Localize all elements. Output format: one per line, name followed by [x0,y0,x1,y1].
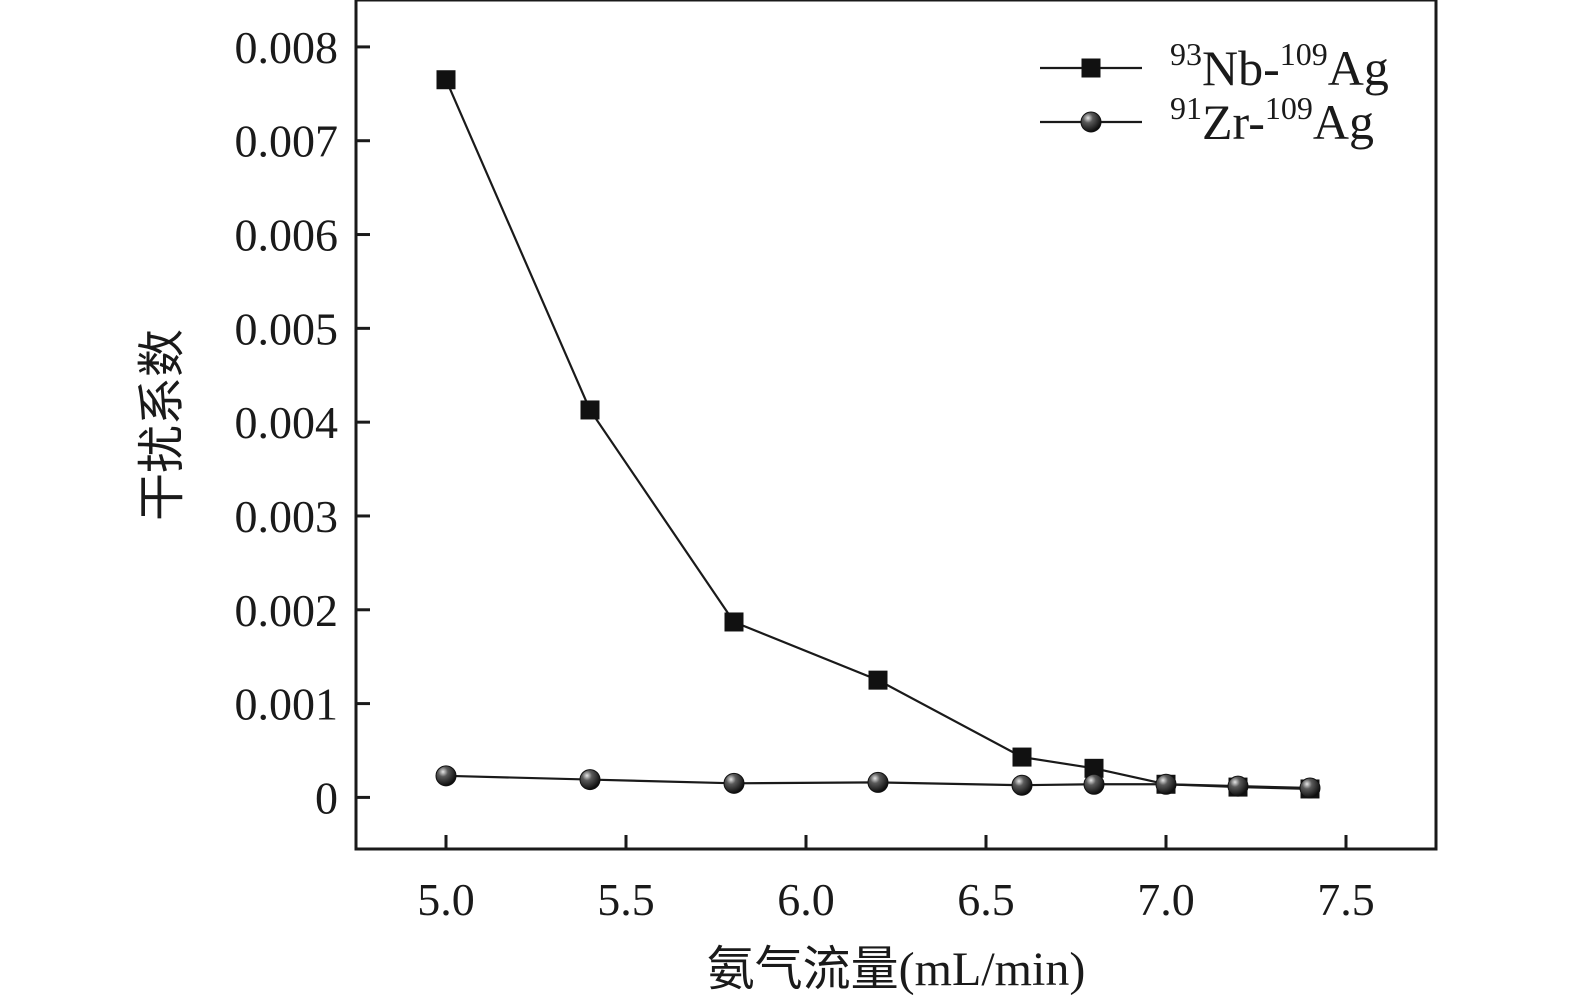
data-point [1299,777,1321,799]
data-point [1083,773,1105,795]
x-tick-label: 6.0 [777,874,835,925]
y-axis-title: 干扰系数 [136,329,189,521]
y-tick-label: 0.006 [235,210,339,261]
series-layer [435,70,1321,799]
y-tick-label: 0.002 [235,585,339,636]
data-point [723,772,745,794]
y-tick-label: 0.001 [235,679,339,730]
x-tick-label: 5.5 [597,874,655,925]
y-tick-label: 0.005 [235,303,339,354]
data-point [868,670,888,690]
legend-superscript: 109 [1265,90,1313,126]
x-tick-label: 6.5 [957,874,1015,925]
data-point [1011,774,1033,796]
legend-text-part: Zr- [1202,94,1265,150]
legend-entry: 93Nb-109Ag [1040,36,1389,96]
legend-superscript: 109 [1280,36,1328,72]
data-point [1084,758,1104,778]
legend-marker [1081,58,1101,78]
legend-text-part: Nb- [1202,40,1280,96]
y-tick-label: 0.008 [235,22,339,73]
data-point [1012,747,1032,767]
data-point [435,765,457,787]
legend-label: 91Zr-109Ag [1170,90,1374,150]
legend-superscript: 91 [1170,90,1202,126]
legend-text-part: Ag [1313,94,1374,150]
data-point [1227,775,1249,797]
series-0 [436,70,1320,799]
data-point [579,769,601,791]
x-tick-label: 7.0 [1137,874,1195,925]
legend-entry: 91Zr-109Ag [1040,90,1374,150]
data-point [867,771,889,793]
series-1 [435,765,1321,799]
y-tick-label: 0.007 [235,116,339,167]
plot-frame [354,0,1438,851]
x-tick-label: 7.5 [1317,874,1375,925]
legend-text-part: Ag [1328,40,1389,96]
data-point [724,612,744,632]
data-point [1155,773,1177,795]
y-tick-label: 0 [315,772,338,823]
x-tick-label: 5.0 [417,874,475,925]
x-axis: 5.0 5.5 6.0 6.5 7.0 7.5 [417,835,1375,925]
data-point [436,70,456,90]
y-tick-label: 0.003 [235,491,339,542]
y-tick-label: 0.004 [235,397,339,448]
y-axis: 0 0.001 0.002 0.003 0.004 0.005 0.006 0.007 0.00… [235,22,370,823]
legend-superscript: 93 [1170,36,1202,72]
legend-marker [1080,111,1102,133]
x-axis-title: 氨气流量(mL/min) [707,943,1086,996]
legend-label: 93Nb-109Ag [1170,36,1389,96]
data-point [580,400,600,420]
